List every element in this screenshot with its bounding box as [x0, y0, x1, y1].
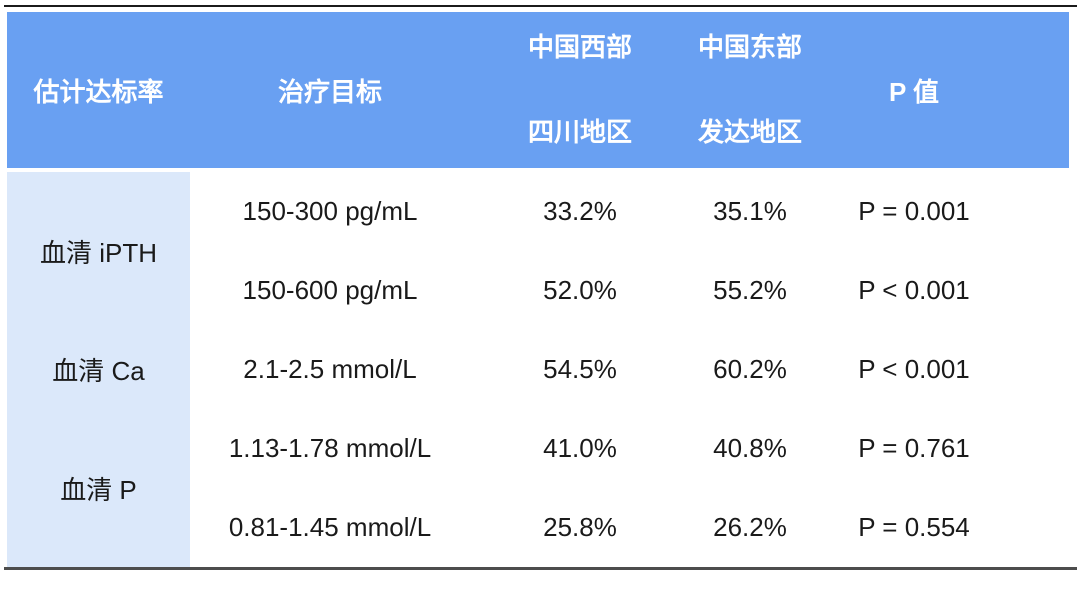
east-value-cell: 40.8% [666, 409, 834, 488]
table-header-row: 估计达标率 治疗目标 中国西部 四川地区 中国东部 发达地区 P 值 [7, 12, 1069, 172]
table-row: 0.81-1.45 mmol/L 25.8% 26.2% P = 0.554 [7, 488, 1069, 567]
west-value-cell: 33.2% [470, 172, 666, 251]
col-header-east-china-line1: 中国东部 [697, 32, 802, 62]
p-value-cell: P = 0.001 [834, 172, 1069, 251]
table-top-border [4, 5, 1077, 7]
col-header-estimated-achievement-rate: 估计达标率 [7, 12, 190, 172]
category-cell-serum-p: 血清 P [7, 409, 190, 567]
category-cell-serum-ca: 血清 Ca [7, 330, 190, 409]
table-row: 150-600 pg/mL 52.0% 55.2% P < 0.001 [7, 251, 1069, 330]
west-value-cell: 25.8% [470, 488, 666, 567]
table-bottom-border [4, 567, 1077, 570]
p-value-cell: P < 0.001 [834, 251, 1069, 330]
p-value-cell: P < 0.001 [834, 330, 1069, 409]
east-value-cell: 35.1% [666, 172, 834, 251]
p-value-cell: P = 0.554 [834, 488, 1069, 567]
table-row: 血清 iPTH 150-300 pg/mL 33.2% 35.1% P = 0.… [7, 172, 1069, 330]
table-row: 血清 Ca 2.1-2.5 mmol/L 54.5% 60.2% P < 0.0… [7, 330, 1069, 409]
west-value-cell: 52.0% [470, 251, 666, 330]
col-header-east-china-line2: 发达地区 [697, 117, 802, 147]
west-value-cell: 54.5% [470, 330, 666, 409]
west-value-cell: 41.0% [470, 409, 666, 488]
col-header-west-china-sichuan: 中国西部 四川地区 [470, 12, 666, 172]
east-value-cell: 26.2% [666, 488, 834, 567]
col-header-treatment-target: 治疗目标 [190, 12, 470, 172]
target-cell: 150-600 pg/mL [190, 251, 470, 330]
achievement-rate-table: 估计达标率 治疗目标 中国西部 四川地区 中国东部 发达地区 P 值 血清 iP… [7, 12, 1069, 567]
p-value-cell: P = 0.761 [834, 409, 1069, 488]
col-header-west-china-line1: 中国西部 [527, 32, 632, 62]
table-row: 血清 P 1.13-1.78 mmol/L 41.0% 40.8% P = 0.… [7, 409, 1069, 567]
target-cell: 1.13-1.78 mmol/L [190, 409, 470, 488]
east-value-cell: 60.2% [666, 330, 834, 409]
col-header-east-china-developed: 中国东部 发达地区 [666, 12, 834, 172]
target-cell: 150-300 pg/mL [190, 172, 470, 251]
east-value-cell: 55.2% [666, 251, 834, 330]
target-cell: 0.81-1.45 mmol/L [190, 488, 470, 567]
category-cell-serum-ipth: 血清 iPTH [7, 172, 190, 330]
col-header-west-china-line2: 四川地区 [527, 117, 632, 147]
col-header-p-value: P 值 [834, 12, 1069, 172]
target-cell: 2.1-2.5 mmol/L [190, 330, 470, 409]
